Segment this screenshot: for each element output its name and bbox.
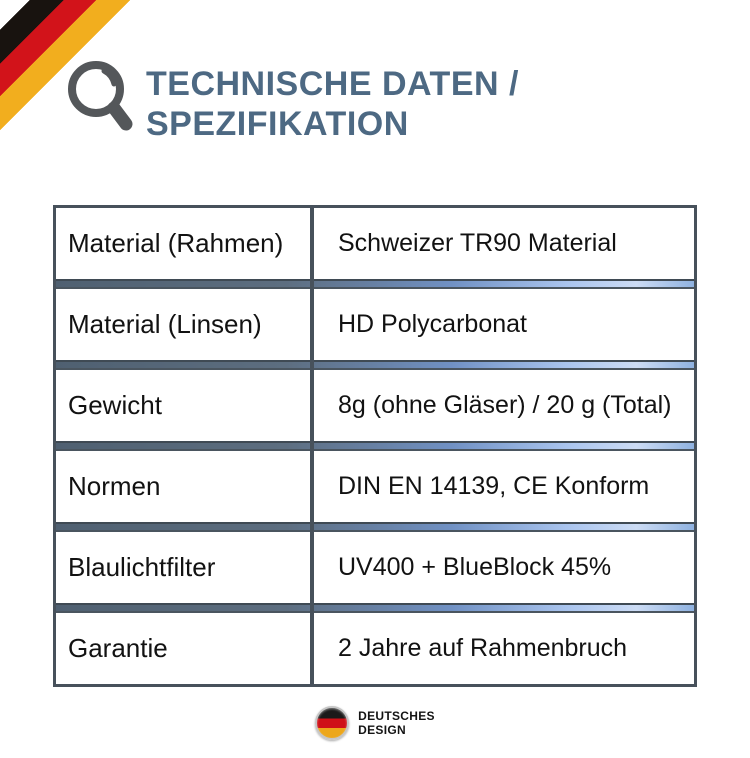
spec-value: 8g (ohne Gläser) / 20 g (Total)	[338, 391, 672, 419]
german-flag-roundel-icon	[315, 706, 350, 740]
page-title-line2: SPEZIFIKATION	[146, 105, 409, 143]
brand-name: DEUTSCHES DESIGN	[358, 709, 435, 738]
row-separator	[56, 360, 694, 370]
table-row: Blaulichtfilter UV400 + BlueBlock 45%	[56, 532, 694, 603]
row-separator	[56, 522, 694, 532]
spec-table: Material (Rahmen) Schweizer TR90 Materia…	[53, 205, 697, 687]
table-row: Garantie 2 Jahre auf Rahmenbruch	[56, 613, 694, 684]
table-row: Normen DIN EN 14139, CE Konform	[56, 451, 694, 522]
column-divider	[310, 208, 314, 684]
brand-name-line2: DESIGN	[358, 723, 406, 737]
spec-label: Normen	[68, 471, 161, 501]
spec-value: 2 Jahre auf Rahmenbruch	[338, 634, 628, 662]
row-separator	[56, 279, 694, 289]
brand-name-line1: DEUTSCHES	[358, 708, 435, 723]
row-separator	[56, 603, 694, 613]
spec-label: Gewicht	[68, 390, 162, 420]
spec-value: Schweizer TR90 Material	[338, 229, 617, 257]
table-row: Gewicht 8g (ohne Gläser) / 20 g (Total)	[56, 370, 694, 441]
spec-label: Blaulichtfilter	[68, 552, 216, 582]
row-separator	[56, 441, 694, 451]
spec-value: UV400 + BlueBlock 45%	[338, 553, 612, 581]
magnifier-icon	[64, 56, 136, 141]
brand-logo: DEUTSCHES DESIGN	[0, 706, 750, 740]
page-title-line1: TECHNISCHE DATEN /	[146, 65, 519, 103]
table-row: Material (Linsen) HD Polycarbonat	[56, 289, 694, 360]
spec-label: Material (Linsen)	[68, 309, 262, 339]
table-row: Material (Rahmen) Schweizer TR90 Materia…	[56, 208, 694, 279]
spec-label: Garantie	[68, 633, 168, 663]
spec-value: HD Polycarbonat	[338, 310, 527, 338]
spec-label: Material (Rahmen)	[68, 228, 284, 258]
spec-value: DIN EN 14139, CE Konform	[338, 472, 650, 500]
page-title: TECHNISCHE DATEN / SPEZIFIKATION	[146, 64, 519, 144]
